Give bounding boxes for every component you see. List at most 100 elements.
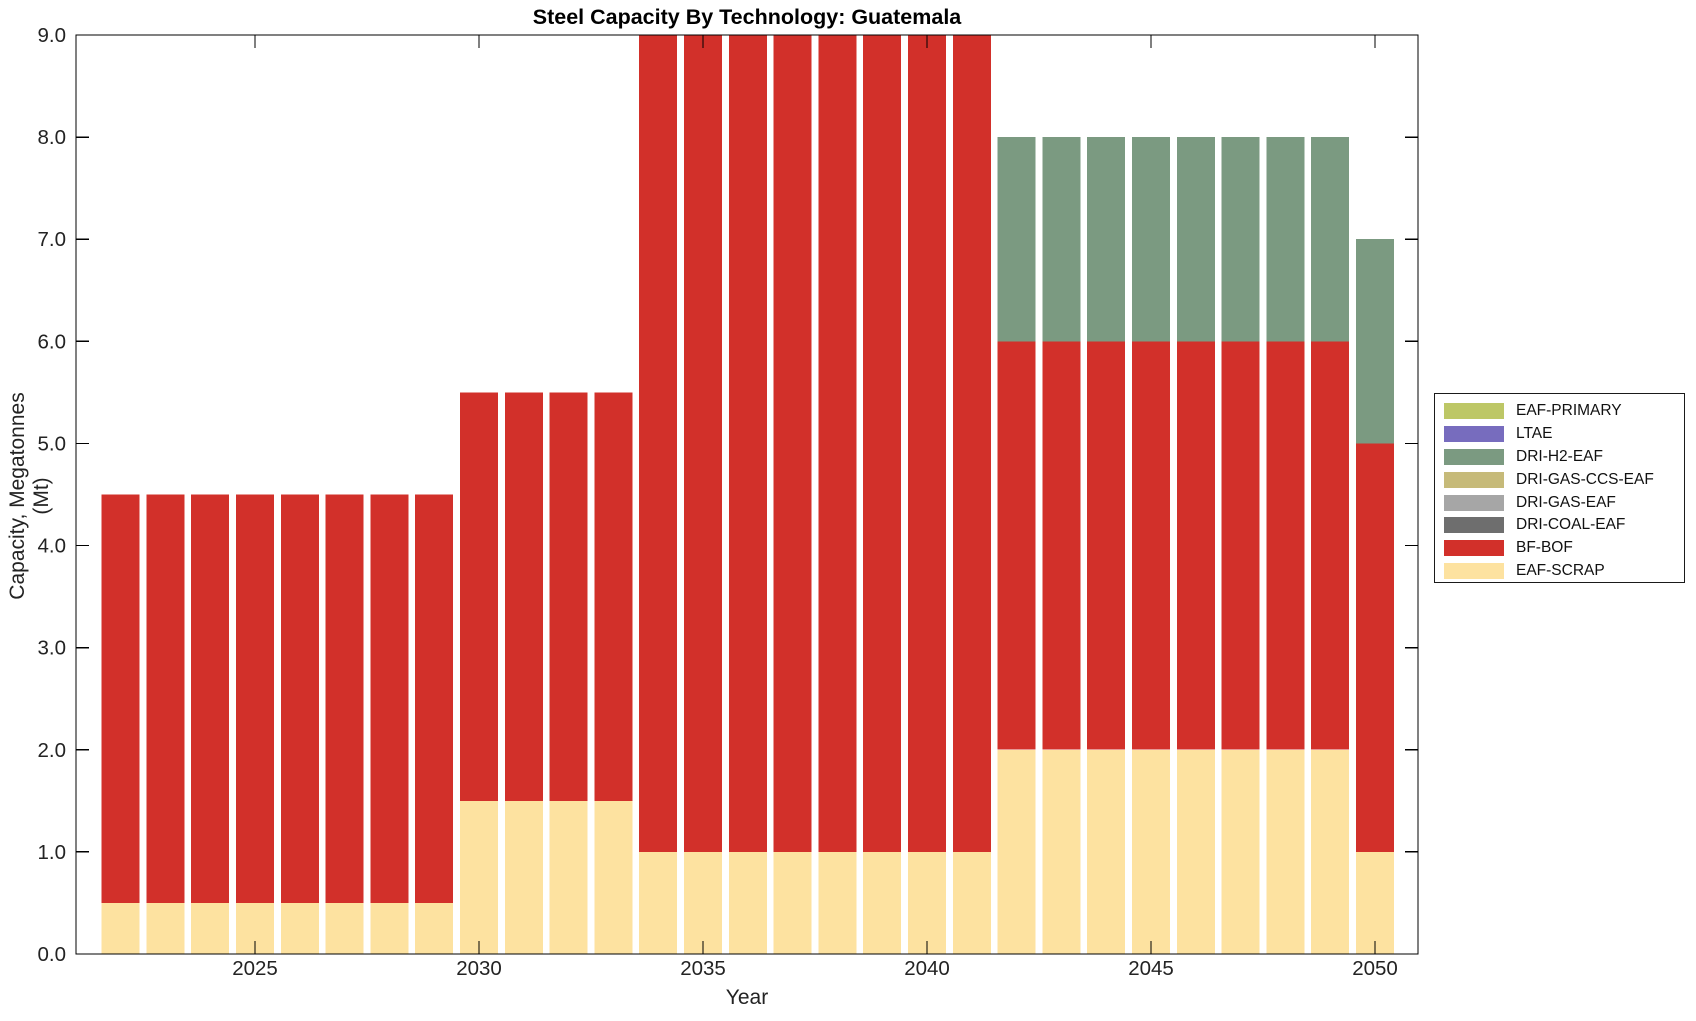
bar-segment-eaf-scrap-2027	[325, 902, 364, 954]
bar-segment-bf-bof-2043	[1042, 341, 1081, 750]
x-tick-label: 2045	[1128, 957, 1174, 980]
bar-segment-eaf-scrap-2048	[1266, 749, 1305, 954]
bar-segment-eaf-scrap-2022	[101, 902, 140, 954]
bar-segment-eaf-scrap-2036	[728, 851, 767, 954]
legend-label: EAF-PRIMARY	[1516, 402, 1622, 420]
legend-swatch-dri-h2-eaf	[1444, 448, 1504, 465]
bar-segment-bf-bof-2030	[460, 392, 498, 801]
bar-segment-eaf-scrap-2033	[594, 800, 633, 954]
y-tick-label: 1.0	[38, 841, 67, 864]
y-tick-label: 0.0	[38, 943, 67, 966]
legend-item-dri-coal-eaf: DRI-COAL-EAF	[1444, 514, 1684, 537]
bar-segment-eaf-scrap-2042	[997, 749, 1036, 954]
legend-label: DRI-GAS-CCS-EAF	[1516, 470, 1654, 488]
bar-segment-bf-bof-2041	[952, 35, 991, 852]
bar-segment-dri-h2-eaf-2043	[1042, 137, 1081, 342]
legend: EAF-PRIMARY LTAE DRI-H2-EAF DRI-GAS-CCS-EAF…	[1434, 393, 1685, 583]
legend-label: DRI-GAS-EAF	[1516, 493, 1616, 511]
bar-segment-eaf-scrap-2023	[146, 902, 185, 954]
bar-segment-bf-bof-2029	[415, 494, 454, 903]
y-axis-label: Capacity, Megatonnes (Mt)	[6, 392, 53, 600]
bar-segment-dri-h2-eaf-2045	[1132, 137, 1170, 342]
legend-label: LTAE	[1516, 425, 1553, 443]
bar-segment-eaf-scrap-2044	[1087, 749, 1126, 954]
legend-item-dri-h2-eaf: DRI-H2-EAF	[1444, 446, 1684, 469]
y-tick-label: 4.0	[38, 535, 67, 558]
legend-item-ltae: LTAE	[1444, 423, 1684, 446]
x-tick-label: 2030	[456, 957, 502, 980]
bar-segment-bf-bof-2025	[236, 494, 274, 903]
legend-item-dri-gas-ccs-eaf: DRI-GAS-CCS-EAF	[1444, 468, 1684, 491]
bar-segment-bf-bof-2026	[280, 494, 319, 903]
bar-segment-eaf-scrap-2039	[863, 851, 902, 954]
bar-segment-eaf-scrap-2045	[1132, 749, 1170, 954]
bar-segment-eaf-scrap-2034	[639, 851, 678, 954]
x-axis-label: Year	[725, 986, 769, 1009]
bar-segment-bf-bof-2046	[1176, 341, 1215, 750]
legend-label: BF-BOF	[1516, 539, 1573, 557]
bar-segment-eaf-scrap-2050	[1356, 851, 1394, 954]
y-tick-label: 7.0	[38, 228, 67, 251]
bar-segment-eaf-scrap-2037	[773, 851, 812, 954]
x-tick-label: 2035	[680, 957, 726, 980]
bar-segment-dri-h2-eaf-2049	[1311, 137, 1350, 342]
legend-item-bf-bof: BF-BOF	[1444, 537, 1684, 560]
legend-swatch-eaf-scrap	[1444, 562, 1504, 579]
x-tick-label: 2050	[1352, 957, 1398, 980]
bar-segment-bf-bof-2045	[1132, 341, 1170, 750]
plot-border	[75, 34, 1419, 955]
y-tick-label: 2.0	[38, 739, 67, 762]
bar-segment-eaf-scrap-2041	[952, 851, 991, 954]
bar-segment-bf-bof-2022	[101, 494, 140, 903]
y-tick-label: 9.0	[38, 24, 67, 47]
legend-item-dri-gas-eaf: DRI-GAS-EAF	[1444, 491, 1684, 514]
bar-segment-dri-h2-eaf-2048	[1266, 137, 1305, 342]
bar-segment-bf-bof-2049	[1311, 341, 1350, 750]
bar-segment-bf-bof-2035	[684, 35, 722, 852]
legend-swatch-bf-bof	[1444, 540, 1504, 557]
bar-segment-dri-h2-eaf-2042	[997, 137, 1036, 342]
bar-segment-bf-bof-2039	[863, 35, 902, 852]
bar-segment-bf-bof-2038	[818, 35, 857, 852]
bar-segment-bf-bof-2037	[773, 35, 812, 852]
legend-swatch-eaf-primary	[1444, 403, 1504, 420]
bar-segment-eaf-scrap-2047	[1221, 749, 1260, 954]
legend-swatch-dri-coal-eaf	[1444, 517, 1504, 534]
y-tick-label: 5.0	[38, 432, 67, 455]
bar-segment-bf-bof-2027	[325, 494, 364, 903]
chart-title: Steel Capacity By Technology: Guatemala	[532, 5, 962, 29]
bar-segment-bf-bof-2036	[728, 35, 767, 852]
legend-swatch-dri-gas-ccs-eaf	[1444, 471, 1504, 488]
bar-segment-bf-bof-2047	[1221, 341, 1260, 750]
bar-segment-eaf-scrap-2031	[504, 800, 543, 954]
bar-segment-bf-bof-2050	[1356, 443, 1394, 852]
bar-segment-eaf-scrap-2043	[1042, 749, 1081, 954]
bar-segment-eaf-scrap-2035	[684, 851, 722, 954]
legend-label: DRI-H2-EAF	[1516, 447, 1603, 465]
bar-segment-bf-bof-2044	[1087, 341, 1126, 750]
bar-segment-bf-bof-2028	[370, 494, 409, 903]
bar-segment-bf-bof-2033	[594, 392, 633, 801]
bar-segment-bf-bof-2024	[191, 494, 230, 903]
legend-label: EAF-SCRAP	[1516, 561, 1605, 579]
bar-segment-eaf-scrap-2026	[280, 902, 319, 954]
legend-item-eaf-scrap: EAF-SCRAP	[1444, 560, 1684, 583]
y-tick-label: 6.0	[38, 330, 67, 353]
x-tick-label: 2025	[232, 957, 278, 980]
bar-segment-dri-h2-eaf-2050	[1356, 239, 1394, 444]
bar-segment-eaf-scrap-2049	[1311, 749, 1350, 954]
bar-segment-bf-bof-2032	[549, 392, 588, 801]
bar-segment-eaf-scrap-2028	[370, 902, 409, 954]
bar-segment-bf-bof-2023	[146, 494, 185, 903]
bar-segment-dri-h2-eaf-2047	[1221, 137, 1260, 342]
bar-segment-bf-bof-2042	[997, 341, 1036, 750]
bar-segment-eaf-scrap-2029	[415, 902, 454, 954]
bar-segment-dri-h2-eaf-2046	[1176, 137, 1215, 342]
bar-segment-dri-h2-eaf-2044	[1087, 137, 1126, 342]
bar-segment-eaf-scrap-2030	[460, 800, 498, 954]
bar-segment-bf-bof-2031	[504, 392, 543, 801]
legend-item-eaf-primary: EAF-PRIMARY	[1444, 400, 1684, 423]
bar-segment-eaf-scrap-2040	[908, 851, 946, 954]
